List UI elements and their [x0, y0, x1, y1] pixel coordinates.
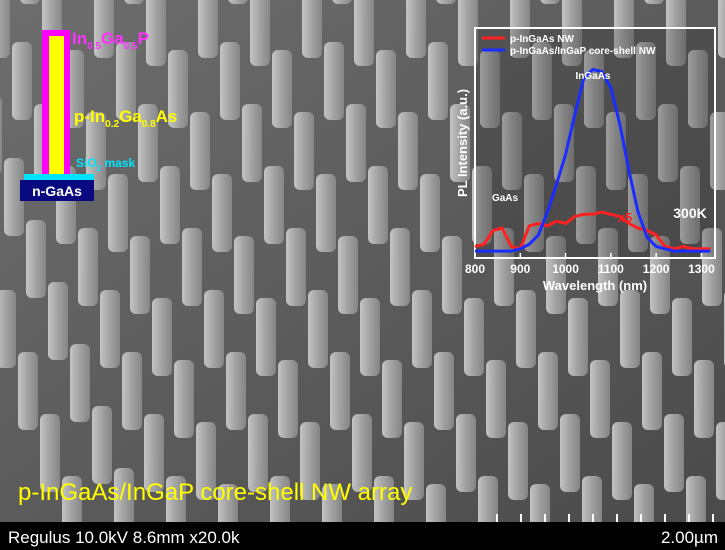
- nanowire: [560, 414, 580, 492]
- nanowire: [456, 414, 476, 492]
- nanowire: [70, 344, 90, 422]
- nanowire: [390, 228, 410, 306]
- x-tick-label: 800: [465, 262, 485, 276]
- nanowire: [434, 352, 454, 430]
- nanowire: [18, 352, 38, 430]
- nanowire: [360, 298, 380, 376]
- nanowire: [160, 166, 180, 244]
- nanowire: [242, 104, 262, 182]
- info-text: Regulus 10.0kV 8.6mm x20.0k: [8, 528, 240, 547]
- annotation: GaAs: [492, 193, 519, 204]
- nanowire: [204, 290, 224, 368]
- nanowire: [324, 42, 344, 120]
- nanowire: [412, 290, 432, 368]
- nanowire: [190, 112, 210, 190]
- nanowire: [612, 422, 632, 500]
- nanowire: [368, 166, 388, 244]
- nanowire: [382, 360, 402, 438]
- nanowire: [330, 352, 350, 430]
- nanowire: [234, 236, 254, 314]
- annotation: 300K: [673, 205, 706, 221]
- nanowire: [642, 352, 662, 430]
- nanowire: [108, 174, 128, 252]
- nanowire: [338, 236, 358, 314]
- core: [49, 36, 64, 178]
- nanowire: [442, 236, 462, 314]
- x-tick-label: 1100: [598, 262, 624, 276]
- nanowire: [278, 360, 298, 438]
- nanowire: [302, 0, 322, 58]
- nanowire: [672, 298, 692, 376]
- nanowire: [0, 96, 2, 174]
- nanowire: [568, 298, 588, 376]
- nanowire: [316, 174, 336, 252]
- nanowire: [308, 290, 328, 368]
- nanowire: [718, 0, 725, 58]
- figure: In0.5Ga0.5P p-In0.2Ga0.8As SiO2 mask n-G…: [0, 0, 725, 550]
- pl-spectrum-inset: 800 900 1000 1100 1200 1300 Wavelength (nm) PL …: [455, 28, 715, 293]
- nanowire: [174, 360, 194, 438]
- annotation: InGaAs: [575, 71, 610, 82]
- nanowire: [152, 298, 172, 376]
- nanowire: [286, 228, 306, 306]
- nanowire: [100, 290, 120, 368]
- nanowire: [0, 0, 10, 58]
- nanowire: [294, 112, 314, 190]
- scale-label: 2.00µm: [661, 528, 718, 547]
- caption: p-InGaAs/InGaP core-shell NW array: [18, 479, 412, 506]
- nanowire: [256, 298, 276, 376]
- nanowire: [250, 0, 270, 66]
- legend-label: p-InGaAs NW: [510, 34, 574, 45]
- nanowire: [428, 42, 448, 120]
- nanowire: [590, 360, 610, 438]
- nanowire: [226, 352, 246, 430]
- nanowire: [146, 0, 166, 66]
- nanowire: [346, 104, 366, 182]
- annotation: x5: [618, 210, 632, 225]
- nanowire: [92, 406, 112, 484]
- nanowire: [376, 50, 396, 128]
- nanowire: [0, 290, 16, 368]
- nanowire: [398, 112, 418, 190]
- plot-frame: [475, 28, 715, 258]
- nanowire: [122, 352, 142, 430]
- nanowire: [48, 282, 68, 360]
- mask: [24, 174, 94, 180]
- nanowire: [12, 42, 32, 120]
- nanowire: [516, 290, 536, 368]
- nanowire: [716, 422, 725, 500]
- nanowire: [620, 290, 640, 368]
- x-tick-label: 900: [510, 262, 530, 276]
- nanowire: [78, 228, 98, 306]
- nanowire: [538, 352, 558, 430]
- nanowire: [694, 360, 714, 438]
- nanowire: [406, 0, 426, 58]
- legend-label: p-InGaAs/InGaP core-shell NW: [510, 46, 656, 57]
- x-axis-label: Wavelength (nm): [543, 278, 647, 293]
- x-tick-label: 1200: [643, 262, 670, 276]
- nanowire: [486, 360, 506, 438]
- page: {"schematic": { "shell_label": ["In", "0…: [0, 0, 725, 550]
- nanowire: [212, 174, 232, 252]
- nanowire: [182, 228, 202, 306]
- y-axis-label: PL Intensity (a.u.): [455, 89, 470, 197]
- nanowire: [420, 174, 440, 252]
- substrate-label: n-GaAs: [32, 183, 82, 199]
- nanowire: [664, 414, 684, 492]
- nanowire: [508, 422, 528, 500]
- nanowire: [354, 0, 374, 66]
- nanowire: [264, 166, 284, 244]
- x-tick-label: 1000: [552, 262, 579, 276]
- nanowire: [220, 42, 240, 120]
- nanowire: [272, 50, 292, 128]
- x-tick-label: 1300: [688, 262, 715, 276]
- nanowire: [26, 220, 46, 298]
- nanowire: [464, 298, 484, 376]
- nanowire: [198, 0, 218, 58]
- nanowire: [130, 236, 150, 314]
